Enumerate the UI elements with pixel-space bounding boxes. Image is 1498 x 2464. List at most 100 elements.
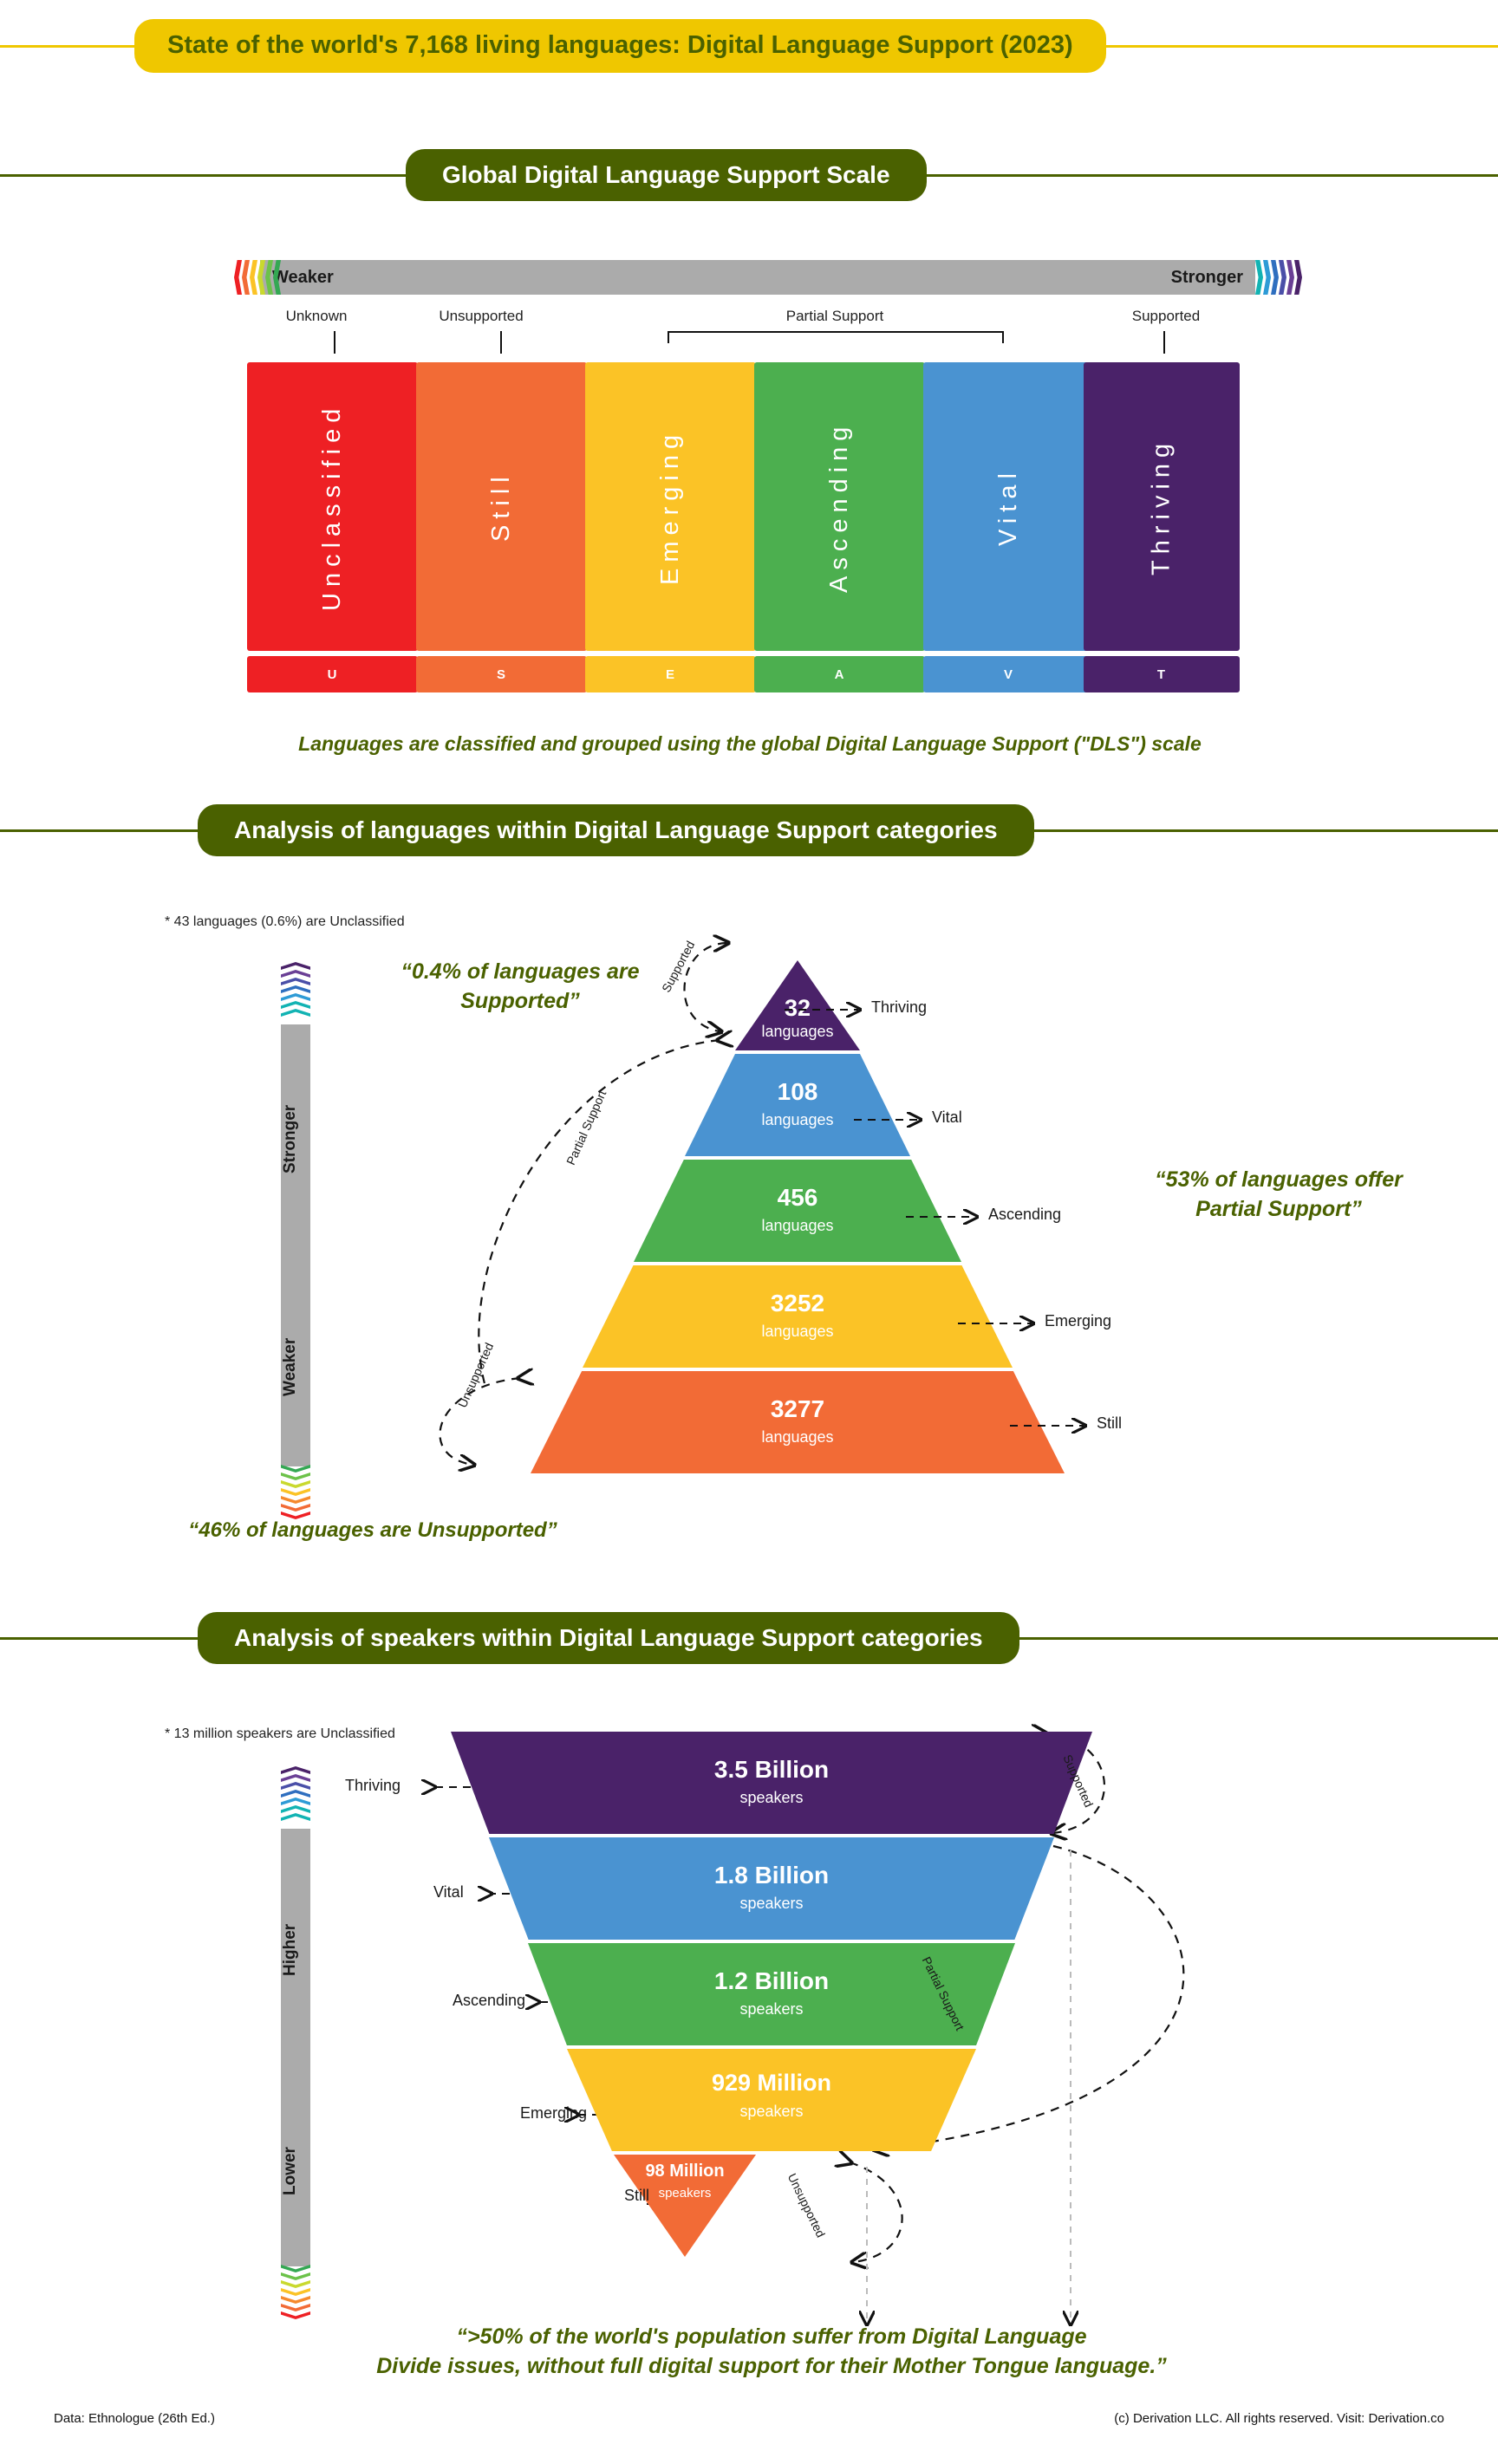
dls-column-thriving[interactable]: Thriving [1084,362,1240,651]
section2-axis-chevrons-up [281,962,310,1017]
funnel-unit-thriving: speakers [739,1789,804,1806]
dls-code-s: S [416,656,587,692]
pyramid-tier-still[interactable]: 3277 languages [531,1371,1065,1473]
pyramid-unit-still: languages [761,1428,834,1446]
section2-quote-supported: “0.4% of languages are Supported” [401,959,640,1013]
funnel-unit-emerging: speakers [739,2103,804,2120]
title-rule-right [1105,44,1498,48]
section2-axis-bar: Stronger Weaker [281,1024,310,1466]
tick-unsupported [500,331,502,354]
pyramid-value-vital: 108 [777,1078,818,1105]
page-title: State of the world's 7,168 living langua… [134,19,1106,73]
tick-unknown [334,331,335,354]
scale-bar-stronger-label: Stronger [1170,267,1243,287]
funnel-tier-ascending[interactable]: 1.2 Billion speakers [528,1943,1015,2045]
s3-rule-right [1019,1636,1498,1640]
funnel-value-ascending: 1.2 Billion [713,1967,830,1994]
languages-pyramid: 32 languages 108 languages 456 languages… [485,960,1110,1498]
dls-column-label-thriving: Thriving [1147,437,1176,576]
pyramid-tier-vital[interactable]: 108 languages [685,1054,910,1156]
funnel-tier-vital[interactable]: 1.8 Billion speakers [489,1837,1054,1940]
section3-axis-chevrons-up [281,1766,310,1821]
pyramid-value-ascending: 456 [777,1184,818,1211]
scale-chevrons-left [234,260,281,295]
section2-quote-partial: “53% of languages offer Partial Support” [1155,1167,1403,1221]
group-label-unknown: Unknown [285,308,348,324]
dls-code-t: T [1084,656,1240,692]
funnel-value-thriving: 3.5 Billion [713,1756,830,1783]
dls-code-u: U [247,656,418,692]
tick-supported [1163,331,1165,354]
pyramid-value-thriving: 32 [784,995,811,1021]
pyramid-label-thriving: Thriving [871,998,928,1016]
dls-column-still[interactable]: Still [416,362,587,651]
funnel-label-vital: Vital [433,1883,464,1901]
section2-header-banner: Analysis of languages within Digital Lan… [0,804,1498,856]
pyramid-unit-emerging: languages [761,1323,834,1340]
dls-column-label-ascending: Ascending [825,420,853,593]
section3-header-banner: Analysis of speakers within Digital Lang… [0,1612,1498,1664]
dls-column-ascending[interactable]: Ascending [754,362,925,651]
footer-copyright: (c) Derivation LLC. All rights reserved.… [1114,2411,1444,2426]
pyramid-label-ascending: Ascending [988,1206,1062,1223]
dls-column-unclassified[interactable]: Unclassified [247,362,418,651]
title-rule-left [0,44,134,48]
footer-source: Data: Ethnologue (26th Ed.) [54,2411,215,2426]
scale-bar: Weaker Stronger [260,260,1255,295]
funnel-label-still: Still [624,2187,650,2204]
s1-rule-left [0,173,406,177]
funnel-value-vital: 1.8 Billion [713,1862,830,1889]
section2-axis-weaker: Weaker [281,1337,299,1396]
brace-partial-support [668,331,1004,343]
dls-code-e: E [585,656,756,692]
funnel-tier-still[interactable]: 98 Million speakers [614,2155,756,2257]
section3-footnote: * 13 million speakers are Unclassified [165,1726,395,1741]
funnel-unit-vital: speakers [739,1895,804,1912]
title-banner: State of the world's 7,168 living langua… [0,19,1498,73]
pyramid-unit-thriving: languages [761,1023,834,1040]
pyramid-value-emerging: 3252 [770,1290,825,1317]
pyramid-tier-thriving[interactable]: 32 languages [735,960,860,1050]
section2-axis-chevrons-down [281,1465,310,1519]
dls-column-label-still: Still [487,471,515,543]
section1-header: Global Digital Language Support Scale [406,149,927,201]
s2-rule-right [1033,829,1498,832]
dls-column-vital[interactable]: Vital [923,362,1094,651]
scale-bar-weaker-label: Weaker [272,267,334,287]
pyramid-label-vital: Vital [932,1108,962,1126]
section3-quote: “>50% of the world's population suffer f… [376,2324,1167,2378]
funnel-label-thriving: Thriving [345,1777,401,1794]
section1-header-banner: Global Digital Language Support Scale [0,149,1498,201]
funnel-value-emerging: 929 Million [711,2070,832,2096]
funnel-value-still: 98 Million [645,2162,725,2181]
section2-footnote: * 43 languages (0.6%) are Unclassified [165,914,405,929]
funnel-tier-thriving[interactable]: 3.5 Billion speakers [451,1732,1092,1834]
s2-rule-left [0,829,198,832]
s3-rule-left [0,1636,198,1640]
pyramid-label-emerging: Emerging [1045,1312,1112,1330]
dls-column-label-unclassified: Unclassified [318,402,346,611]
dls-column-emerging[interactable]: Emerging [585,362,756,651]
dls-code-v: V [923,656,1094,692]
section3-axis-chevrons-down [281,2265,310,2319]
group-label-unsupported: Unsupported [439,308,524,324]
section2-axis-stronger: Stronger [281,1104,299,1173]
section3-header: Analysis of speakers within Digital Lang… [198,1612,1019,1664]
group-label-supported: Supported [1131,308,1201,324]
dls-column-label-vital: Vital [994,467,1022,546]
funnel-unit-still: speakers [658,2186,712,2201]
speakers-funnel: 3.5 Billion speakers 1.8 Billion speaker… [451,1732,1092,2269]
funnel-unit-ascending: speakers [739,2000,804,2018]
funnel-label-emerging: Emerging [520,2104,588,2122]
pyramid-unit-ascending: languages [761,1217,834,1234]
funnel-tier-emerging[interactable]: 929 Million speakers [567,2049,976,2151]
section2-header: Analysis of languages within Digital Lan… [198,804,1034,856]
section1-caption: Languages are classified and grouped usi… [298,732,1202,755]
funnel-label-ascending: Ascending [453,1992,526,2009]
pyramid-value-still: 3277 [770,1395,825,1422]
pyramid-tier-ascending[interactable]: 456 languages [634,1160,961,1262]
section3-axis-higher: Higher [281,1923,299,1977]
pyramid-tier-emerging[interactable]: 3252 languages [583,1265,1013,1368]
pyramid-unit-vital: languages [761,1111,834,1128]
